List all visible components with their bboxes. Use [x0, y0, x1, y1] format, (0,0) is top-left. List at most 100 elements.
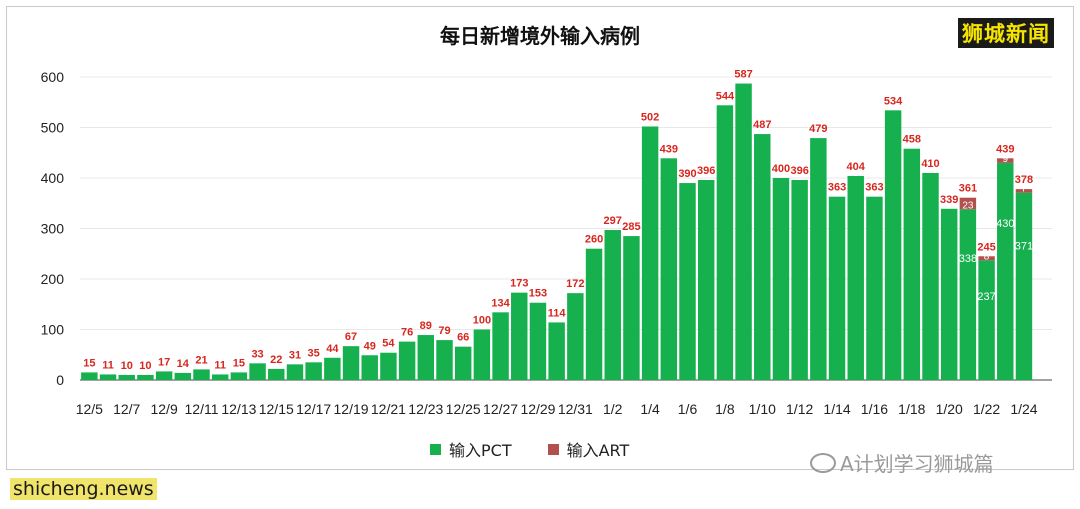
data-label-total: 31 — [289, 349, 301, 361]
data-label-total: 458 — [903, 134, 921, 146]
data-label-total: 134 — [491, 297, 510, 309]
data-label-total: 363 — [865, 182, 883, 194]
data-label-total: 396 — [790, 165, 808, 177]
bar-pct — [716, 105, 734, 380]
data-label-art: 7 — [1021, 184, 1027, 195]
data-label-total: 10 — [121, 360, 133, 372]
data-label-total: 502 — [641, 111, 659, 123]
legend: 输入PCT 输入ART — [430, 437, 629, 461]
data-label-art: 8 — [984, 251, 990, 262]
data-label-total: 439 — [996, 143, 1014, 155]
x-tick-label: 1/18 — [898, 401, 925, 417]
x-tick-label: 12/11 — [185, 401, 219, 417]
bar-pct — [529, 302, 547, 380]
bar-pct — [997, 162, 1014, 380]
legend-swatch-art — [547, 443, 559, 455]
bar-pct — [398, 341, 416, 380]
x-tick-label: 12/23 — [408, 401, 443, 417]
bar-pct — [548, 322, 565, 380]
bar-pct — [922, 172, 939, 380]
bar-pct — [978, 260, 995, 380]
bar-pct — [473, 329, 491, 380]
data-label-art: 9 — [1002, 154, 1008, 165]
bar-pct — [810, 138, 827, 380]
x-tick-label: 1/12 — [786, 401, 813, 417]
bar-pct — [623, 236, 640, 380]
legend-item-art: 输入ART — [547, 437, 630, 461]
data-label-total: 297 — [604, 215, 622, 227]
data-label-total: 49 — [364, 340, 376, 352]
data-label-total: 14 — [177, 358, 190, 370]
data-label-total: 67 — [345, 331, 357, 343]
x-tick-label: 1/24 — [1010, 401, 1037, 417]
x-tick-label: 1/20 — [936, 401, 963, 417]
legend-item-pct: 输入PCT — [430, 437, 512, 461]
bar-pct — [230, 372, 248, 380]
legend-label-art: 输入ART — [566, 441, 630, 460]
bar-pct — [380, 352, 397, 380]
wechat-icon — [810, 452, 836, 473]
bar-pct — [417, 335, 435, 380]
x-tick-label: 1/6 — [678, 401, 698, 417]
x-tick-label: 1/2 — [603, 401, 623, 417]
x-tick-label: 1/4 — [640, 401, 660, 417]
data-label-total: 76 — [401, 327, 413, 339]
bar-pct — [81, 372, 98, 380]
data-label-total: 11 — [102, 359, 114, 371]
bar-pct — [641, 126, 659, 381]
bar-pct — [866, 196, 883, 380]
data-label-total: 260 — [585, 234, 603, 246]
x-tick-label: 12/9 — [150, 401, 177, 417]
data-label-total: 21 — [195, 354, 207, 366]
x-tick-label: 12/15 — [259, 401, 294, 417]
x-tick-label: 1/16 — [861, 401, 888, 417]
bar-pct — [679, 183, 696, 380]
bar-art — [978, 256, 995, 261]
bar-pct — [155, 371, 173, 380]
bar-pct — [884, 110, 902, 380]
bar-pct — [174, 372, 192, 380]
x-tick-label: 1/22 — [973, 401, 1000, 417]
bar-art — [997, 158, 1014, 163]
y-tick-label: 500 — [41, 120, 65, 136]
data-label-total: 390 — [678, 168, 696, 180]
bar-pct — [454, 346, 472, 380]
data-label-total: 400 — [772, 163, 790, 175]
data-label-total: 11 — [214, 359, 226, 371]
bar-pct — [211, 374, 229, 380]
data-label-total: 587 — [734, 69, 752, 81]
bar-pct — [193, 369, 210, 380]
data-label-pct: 338 — [959, 253, 977, 265]
bar-pct — [436, 340, 453, 380]
x-tick-label: 12/21 — [371, 401, 406, 417]
data-label-pct: 371 — [1015, 240, 1033, 252]
bar-pct — [697, 180, 715, 380]
bar-pct — [511, 292, 528, 380]
bar-pct — [324, 357, 341, 380]
y-tick-label: 600 — [41, 69, 65, 85]
x-tick-label: 12/17 — [296, 401, 331, 417]
x-tick-label: 12/7 — [113, 401, 140, 417]
y-tick-label: 100 — [41, 322, 65, 338]
bar-pct — [99, 374, 117, 380]
x-tick-label: 12/19 — [334, 401, 369, 417]
y-tick-label: 300 — [41, 221, 65, 237]
data-label-art: 23 — [962, 200, 974, 211]
data-label-total: 54 — [382, 338, 395, 350]
x-tick-label: 1/10 — [749, 401, 776, 417]
data-label-total: 363 — [828, 182, 846, 194]
bar-pct — [1015, 192, 1033, 380]
bar-pct — [660, 158, 678, 380]
data-label-total: 114 — [548, 307, 567, 319]
bar-pct — [735, 83, 752, 380]
y-tick-label: 200 — [41, 271, 65, 287]
data-label-total: 44 — [326, 343, 339, 355]
bar-pct — [791, 180, 808, 380]
data-label-total: 544 — [716, 90, 735, 102]
data-label-total: 35 — [308, 347, 320, 359]
bar-pct — [959, 209, 977, 380]
footer-source: shicheng.news — [10, 478, 157, 500]
bar-pct — [249, 363, 266, 380]
bar-pct — [342, 346, 360, 380]
